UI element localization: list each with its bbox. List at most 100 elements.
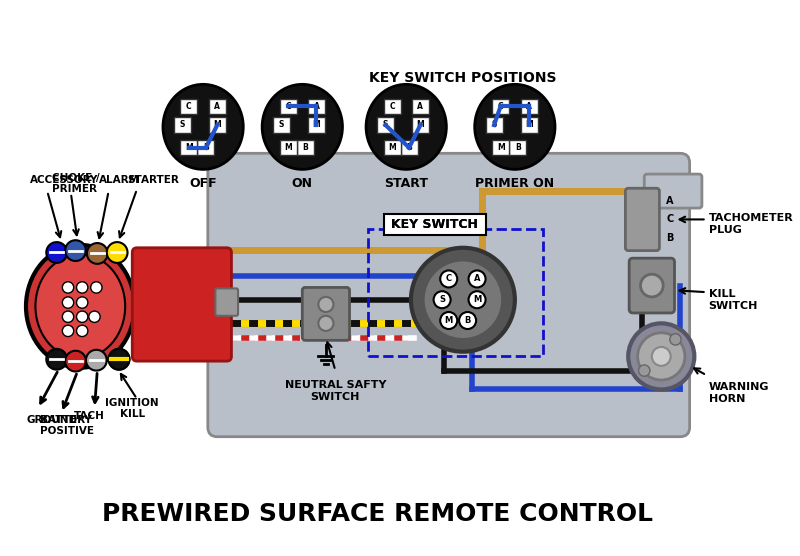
Text: KEY SWITCH: KEY SWITCH bbox=[391, 217, 478, 231]
Circle shape bbox=[109, 349, 130, 370]
Circle shape bbox=[638, 333, 685, 380]
Circle shape bbox=[62, 325, 74, 336]
Text: KILL
SWITCH: KILL SWITCH bbox=[709, 289, 758, 311]
Ellipse shape bbox=[474, 85, 555, 170]
Text: ALARM: ALARM bbox=[99, 175, 140, 185]
Text: C: C bbox=[666, 215, 674, 225]
Text: B: B bbox=[666, 234, 674, 244]
Text: CHOKE /
PRIMER: CHOKE / PRIMER bbox=[52, 173, 99, 195]
Text: M: M bbox=[525, 121, 533, 130]
Text: C: C bbox=[390, 102, 395, 111]
Text: B: B bbox=[465, 316, 471, 325]
FancyBboxPatch shape bbox=[209, 117, 226, 132]
FancyBboxPatch shape bbox=[492, 98, 509, 113]
Circle shape bbox=[77, 325, 88, 336]
Ellipse shape bbox=[262, 85, 342, 170]
Circle shape bbox=[90, 282, 102, 293]
Text: GROUND: GROUND bbox=[26, 415, 78, 425]
FancyBboxPatch shape bbox=[521, 98, 538, 113]
FancyBboxPatch shape bbox=[308, 98, 325, 113]
Circle shape bbox=[434, 291, 450, 308]
Circle shape bbox=[86, 350, 106, 371]
FancyBboxPatch shape bbox=[174, 117, 191, 132]
Circle shape bbox=[77, 297, 88, 308]
Text: A: A bbox=[418, 102, 423, 111]
Circle shape bbox=[62, 282, 74, 293]
Bar bbox=[369, 229, 543, 356]
Circle shape bbox=[411, 248, 515, 352]
Circle shape bbox=[318, 297, 334, 312]
FancyBboxPatch shape bbox=[215, 289, 238, 316]
FancyBboxPatch shape bbox=[280, 98, 297, 113]
Circle shape bbox=[62, 297, 74, 308]
Circle shape bbox=[638, 365, 650, 376]
Circle shape bbox=[641, 274, 663, 297]
Text: B: B bbox=[406, 143, 412, 152]
Text: M: M bbox=[185, 143, 193, 152]
Ellipse shape bbox=[366, 85, 446, 170]
Circle shape bbox=[62, 311, 74, 322]
FancyBboxPatch shape bbox=[521, 117, 538, 132]
FancyBboxPatch shape bbox=[273, 117, 290, 132]
Text: PREWIRED SURFACE REMOTE CONTROL: PREWIRED SURFACE REMOTE CONTROL bbox=[102, 502, 654, 526]
Text: S: S bbox=[279, 121, 284, 130]
Circle shape bbox=[459, 312, 476, 329]
Text: B: B bbox=[302, 143, 308, 152]
Text: TACH: TACH bbox=[74, 411, 105, 421]
FancyBboxPatch shape bbox=[209, 98, 226, 113]
Text: NEUTRAL SAFTY
SWITCH: NEUTRAL SAFTY SWITCH bbox=[285, 380, 386, 401]
Circle shape bbox=[652, 347, 670, 366]
Text: M: M bbox=[388, 143, 396, 152]
Text: TACHOMETER
PLUG: TACHOMETER PLUG bbox=[709, 214, 794, 235]
FancyBboxPatch shape bbox=[492, 140, 509, 155]
FancyBboxPatch shape bbox=[181, 140, 198, 155]
Ellipse shape bbox=[163, 85, 243, 170]
Circle shape bbox=[46, 349, 67, 370]
Circle shape bbox=[469, 291, 486, 308]
Circle shape bbox=[46, 242, 67, 263]
Text: M: M bbox=[214, 121, 221, 130]
FancyBboxPatch shape bbox=[383, 98, 401, 113]
Text: S: S bbox=[382, 121, 388, 130]
FancyBboxPatch shape bbox=[626, 188, 659, 251]
Text: A: A bbox=[214, 102, 220, 111]
FancyBboxPatch shape bbox=[302, 287, 350, 340]
FancyBboxPatch shape bbox=[132, 248, 231, 361]
FancyBboxPatch shape bbox=[377, 117, 394, 132]
Text: WARNING
HORN: WARNING HORN bbox=[709, 382, 769, 404]
Text: ACCESSORY: ACCESSORY bbox=[30, 175, 98, 185]
Circle shape bbox=[670, 334, 681, 345]
FancyBboxPatch shape bbox=[629, 258, 674, 313]
Text: M: M bbox=[497, 143, 505, 152]
Text: B: B bbox=[515, 143, 521, 152]
Text: B: B bbox=[203, 143, 209, 152]
Circle shape bbox=[77, 282, 88, 293]
FancyBboxPatch shape bbox=[401, 140, 418, 155]
Circle shape bbox=[318, 316, 334, 331]
Text: M: M bbox=[313, 121, 320, 130]
FancyBboxPatch shape bbox=[383, 140, 401, 155]
FancyBboxPatch shape bbox=[383, 214, 486, 235]
Text: OFF: OFF bbox=[190, 177, 217, 190]
Text: BATTERY
POSITIVE: BATTERY POSITIVE bbox=[40, 415, 94, 436]
Text: A: A bbox=[666, 196, 674, 206]
Circle shape bbox=[106, 242, 127, 263]
Circle shape bbox=[440, 270, 458, 287]
FancyBboxPatch shape bbox=[509, 140, 526, 155]
Text: STARTER: STARTER bbox=[127, 175, 179, 185]
Circle shape bbox=[469, 270, 486, 287]
FancyBboxPatch shape bbox=[644, 174, 702, 208]
Ellipse shape bbox=[35, 255, 125, 358]
Circle shape bbox=[628, 324, 694, 389]
Text: C: C bbox=[446, 275, 452, 284]
Circle shape bbox=[423, 260, 502, 339]
Text: KEY SWITCH: KEY SWITCH bbox=[391, 217, 478, 231]
Text: C: C bbox=[498, 102, 503, 111]
Text: M: M bbox=[417, 121, 424, 130]
Circle shape bbox=[440, 312, 458, 329]
Circle shape bbox=[77, 311, 88, 322]
FancyBboxPatch shape bbox=[308, 117, 325, 132]
Ellipse shape bbox=[26, 245, 134, 368]
Text: S: S bbox=[439, 295, 445, 304]
Text: C: C bbox=[186, 102, 192, 111]
